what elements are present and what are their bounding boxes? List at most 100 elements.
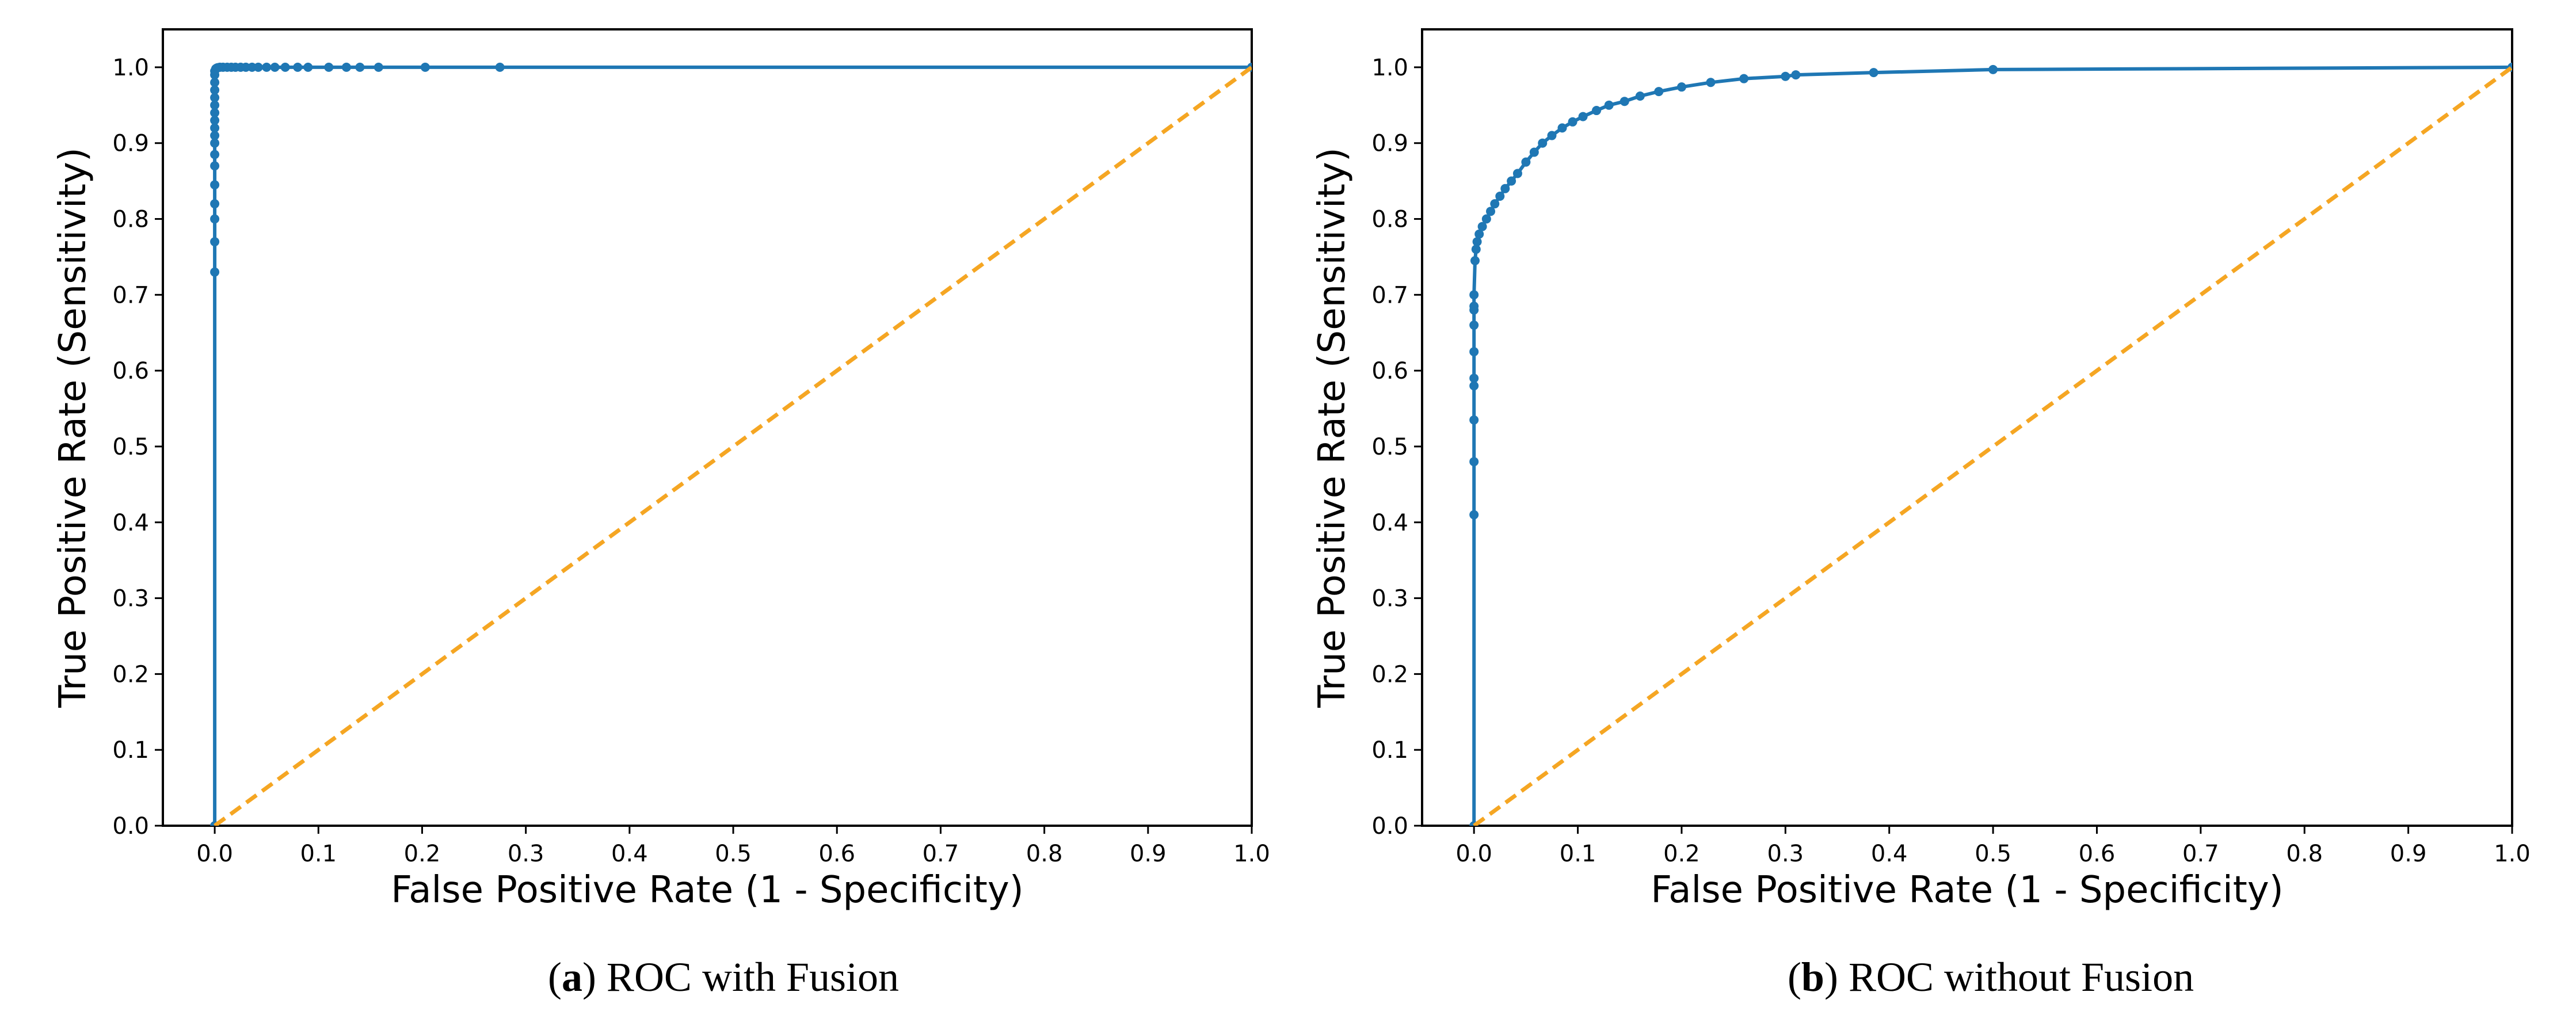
panel-a-caption-letter: a: [562, 954, 582, 1000]
panel-a-roc-point: [210, 199, 220, 209]
panel-b-roc-point: [1654, 87, 1664, 97]
panel-a-roc-point: [210, 100, 220, 110]
panel-b-y-tick-label: 0.1: [1371, 737, 1408, 764]
panel-a-roc-point: [262, 62, 272, 72]
panel-b-roc-point: [1469, 373, 1479, 383]
panel-b-roc-point: [1471, 245, 1481, 254]
panel-b-roc-point: [1619, 97, 1629, 106]
panel-b-caption: (b) ROC without Fusion: [1788, 954, 2194, 1000]
panel-b-x-tick-label: 0.6: [2079, 841, 2116, 867]
panel-a-x-tick-label: 0.5: [715, 841, 752, 867]
panel-b-y-tick-label: 0.9: [1371, 131, 1408, 157]
panel-a-x-tick-label: 1.0: [1233, 841, 1270, 867]
panel-b-x-tick-label: 0.3: [1767, 841, 1804, 867]
panel-b-roc-point: [1538, 138, 1548, 148]
panel-a-roc-point: [270, 62, 280, 72]
panel-a-x-tick-label: 0.6: [818, 841, 855, 867]
panel-a-roc-point: [355, 62, 365, 72]
panel-b-caption-letter: b: [1801, 954, 1824, 1000]
panel-b-plot-area: [1469, 62, 2512, 826]
panel-b-roc-point: [1988, 64, 1998, 74]
panel-b-x-tick-label: 0.8: [2286, 841, 2323, 867]
panel-a-x-tick-label: 0.4: [611, 841, 648, 867]
panel-b-roc-point: [1557, 123, 1567, 133]
panel-a-y-tick-label: 0.9: [112, 131, 149, 157]
panel-b-roc-point: [1469, 381, 1479, 391]
panel-b-roc-point: [1547, 131, 1557, 140]
panel-a-roc-point: [210, 267, 220, 277]
panel-a-y-axis-label: True Positive Rate (Sensitivity): [52, 147, 94, 708]
panel-a: 0.0 0.1 0.2 0.3 0.4 0.5 0.6 0.7 0.8 0.9 1.0 0.0 0.1 0…: [52, 28, 1270, 1000]
panel-a-roc-point: [293, 62, 303, 72]
panel-b-y-axis-label: True Positive Rate (Sensitivity): [1311, 147, 1354, 708]
panel-a-roc-point: [374, 62, 383, 72]
panel-a-x-tick-label: 0.3: [508, 841, 544, 867]
panel-b-y-tick-label: 1.0: [1371, 55, 1408, 81]
panel-b-roc-point: [1495, 191, 1505, 201]
panel-a-roc-point: [280, 62, 290, 72]
panel-b-x-tick-label: 0.2: [1663, 841, 1700, 867]
panel-a-y-tick-label: 0.0: [112, 813, 149, 840]
panel-a-x-tick-label: 0.9: [1130, 841, 1167, 867]
panel-a-roc-point: [210, 78, 220, 87]
panel-a-y-tick-label: 0.4: [112, 510, 149, 536]
panel-b-y-tick-label: 0.2: [1371, 661, 1408, 688]
panel-b-roc-point: [1500, 184, 1510, 193]
panel-b-roc-point: [1472, 237, 1482, 247]
panel-a-roc-point: [210, 131, 220, 140]
panel-a-roc-point: [341, 62, 351, 72]
panel-a-x-tick-label: 0.1: [300, 841, 337, 867]
panel-b-x-axis-label: False Positive Rate (1 - Specificity): [1651, 869, 2283, 911]
panel-b-roc-point: [1739, 74, 1749, 83]
panel-b-roc-point: [1469, 321, 1479, 330]
panel-b-roc-point: [1469, 347, 1479, 357]
panel-b-y-tick-label: 0.5: [1371, 434, 1408, 460]
panel-a-roc-point: [210, 161, 220, 171]
panel-a-y-tick-label: 0.3: [112, 586, 149, 612]
panel-b-x-tick-label: 0.0: [1455, 841, 1492, 867]
panel-a-roc-point: [420, 62, 430, 72]
panel-a-roc-point: [210, 93, 220, 102]
panel-a-x-tick-label: 0.0: [196, 841, 233, 867]
panel-b-roc-point: [1604, 100, 1614, 110]
panel-b-roc-point: [1791, 70, 1801, 80]
panel-b-roc-point: [1676, 82, 1686, 92]
panel-b-roc-point: [1490, 199, 1500, 209]
panel-a-diagonal-reference-line: [214, 66, 1252, 826]
panel-a-roc-curve-line: [213, 65, 1252, 826]
panel-a-y-tick-label: 0.1: [112, 737, 149, 764]
panel-b-roc-point: [1781, 71, 1790, 81]
panel-b-y-tick-label: 0.3: [1371, 586, 1408, 612]
panel-a-y-tick-label: 1.0: [112, 55, 149, 81]
panel-a-plot-area: [210, 62, 1252, 826]
panel-b-axes-frame: [1421, 28, 2513, 827]
panel-a-caption: (a) ROC with Fusion: [548, 954, 899, 1000]
panel-b-y-tick-label: 0.0: [1371, 813, 1408, 840]
panel-b-roc-point: [1507, 176, 1516, 186]
panel-b-y-tick-label: 0.6: [1371, 358, 1408, 384]
panel-b-roc-point: [1481, 214, 1491, 224]
panel-b-roc-point: [1568, 117, 1577, 127]
panel-b-roc-point: [1706, 78, 1716, 87]
panel-b-roc-point: [1477, 222, 1487, 231]
panel-b-x-tick-label: 1.0: [2494, 841, 2531, 867]
panel-a-roc-point: [495, 62, 505, 72]
panel-a-y-tick-label: 0.5: [112, 434, 149, 460]
panel-a-x-axis-label: False Positive Rate (1 - Specificity): [391, 869, 1023, 911]
panel-a-y-tick-label: 0.7: [112, 282, 149, 308]
panel-b: 0.0 0.1 0.2 0.3 0.4 0.5 0.6 0.7 0.8 0.9 1.0 0.0 0.1 0…: [1311, 28, 2531, 1000]
panel-b-roc-point: [1486, 207, 1496, 216]
panel-a-x-tick-label: 0.2: [404, 841, 441, 867]
panel-b-roc-point: [1470, 256, 1480, 266]
panel-b-x-tick-label: 0.7: [2182, 841, 2219, 867]
panel-b-roc-point: [1578, 112, 1588, 121]
panel-b-roc-point: [1592, 106, 1602, 116]
panel-a-roc-point: [303, 62, 313, 72]
panel-b-roc-point: [1469, 510, 1479, 520]
panel-b-roc-point: [1469, 290, 1479, 300]
panel-b-roc-point: [1521, 157, 1531, 167]
panel-b-roc-point: [1469, 457, 1479, 467]
panel-a-roc-point: [210, 214, 220, 224]
panel-a-roc-point: [253, 62, 263, 72]
